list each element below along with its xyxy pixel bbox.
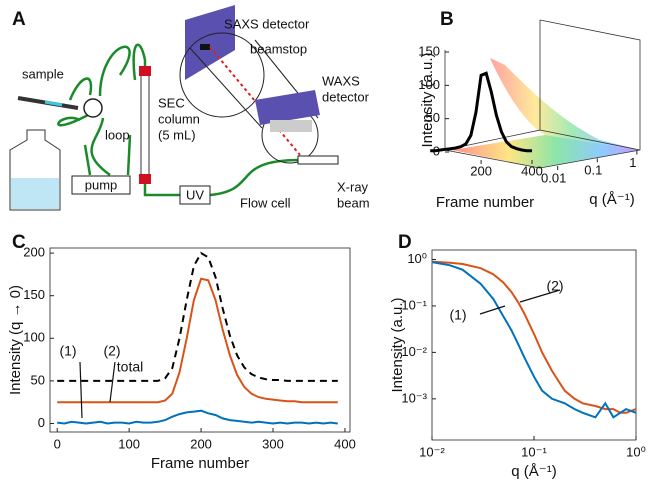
x-tick-label: 400	[334, 436, 356, 451]
y-tick-label: 10⁻²	[401, 344, 427, 359]
series-line	[57, 277, 338, 404]
x-tick-label: 200	[470, 163, 492, 178]
annotation: (1)	[59, 343, 76, 359]
annotation: total	[117, 359, 143, 375]
annotation: (2)	[103, 343, 120, 359]
label: beamstop	[250, 41, 307, 56]
saxs-detector	[185, 5, 235, 80]
panel-label: A	[12, 9, 26, 30]
panel-label: C	[12, 232, 26, 253]
y-tick-label: 0	[38, 415, 45, 430]
series-line	[431, 260, 637, 414]
x-axis-label: q (Å⁻¹)	[511, 463, 556, 479]
waxs-sensor	[270, 120, 312, 132]
setup-diagram: pump sample loop SEC column (5 mL) UV SA…	[9, 5, 370, 211]
arrow	[79, 361, 83, 419]
pump-box	[71, 175, 131, 195]
label: loop	[105, 127, 130, 142]
surface	[490, 58, 640, 150]
series-line	[57, 251, 338, 382]
arrow	[109, 361, 116, 403]
label: pump	[85, 177, 118, 192]
y-axis-label: Intensity (q → 0)	[7, 285, 24, 395]
y-tick-label: 100	[418, 77, 440, 92]
series-line	[431, 261, 637, 419]
y-tick-label: 10⁻³	[401, 390, 427, 405]
arrow	[479, 305, 506, 315]
label: UV	[186, 187, 204, 202]
label: SEC	[158, 95, 185, 110]
label: beam	[337, 195, 370, 210]
label: (5 mL)	[158, 127, 196, 142]
y-tick-label: 50	[31, 372, 45, 387]
x-axis-label: Frame number	[151, 455, 249, 472]
y-tick-label: 50	[426, 110, 440, 125]
valve	[83, 98, 103, 118]
series-line	[57, 409, 338, 425]
label: WAXS	[322, 73, 360, 88]
plot-frame	[49, 247, 351, 433]
zoom-line	[189, 47, 263, 129]
x-axis-label: Frame number	[436, 194, 534, 211]
plot-frame	[431, 249, 637, 441]
syringe-fluid	[44, 100, 63, 107]
uv-box	[179, 185, 211, 205]
column-cap	[139, 174, 151, 184]
tubing	[57, 43, 301, 197]
label: X-ray	[337, 179, 369, 194]
y-tick-label: 150	[23, 287, 45, 302]
y-axis-label: Intensity (a.u.)	[419, 52, 436, 147]
waxs-detector	[255, 90, 320, 125]
x-tick-label: 400	[521, 163, 543, 178]
x-tick-label: 10⁰	[626, 444, 646, 459]
flow-cell	[297, 155, 339, 165]
panel-label: D	[398, 232, 412, 253]
column-cap	[139, 66, 151, 76]
x-tick-label: 10⁻¹	[521, 444, 547, 459]
sec-column	[140, 69, 150, 181]
box-3d	[444, 19, 641, 169]
x-tick-label: 200	[190, 436, 212, 451]
z-tick-label: 1	[629, 155, 636, 170]
y-tick-label: 10⁰	[407, 251, 427, 266]
z-axis-label: q (Å⁻¹)	[589, 191, 634, 208]
x-tick-label: 300	[262, 436, 284, 451]
zoom-circle	[179, 32, 265, 118]
y-tick-label: 100	[23, 330, 45, 345]
panel-label: B	[440, 9, 454, 30]
label: sample	[22, 66, 64, 81]
y-axis-label: Intensity (a.u.)	[389, 297, 406, 392]
label: detector	[322, 89, 370, 104]
arrow	[519, 289, 561, 303]
y-tick-label: 10⁻¹	[401, 297, 427, 312]
annotation: (1)	[449, 307, 466, 323]
z-tick-label: 0.01	[541, 170, 566, 185]
x-tick-label: 10⁻²	[419, 444, 445, 459]
beamstop	[200, 44, 210, 50]
series-line	[430, 71, 532, 153]
y-tick-label: 150	[418, 43, 440, 58]
x-tick-label: 100	[118, 436, 140, 451]
surface	[452, 135, 640, 168]
label: column	[158, 111, 200, 126]
x-tick-label: 0	[54, 436, 61, 451]
z-tick-label: 0.1	[584, 163, 602, 178]
label: Flow cell	[240, 195, 291, 210]
label: SAXS detector	[224, 16, 310, 31]
buffer	[11, 178, 59, 209]
y-tick-label: 200	[23, 245, 45, 260]
